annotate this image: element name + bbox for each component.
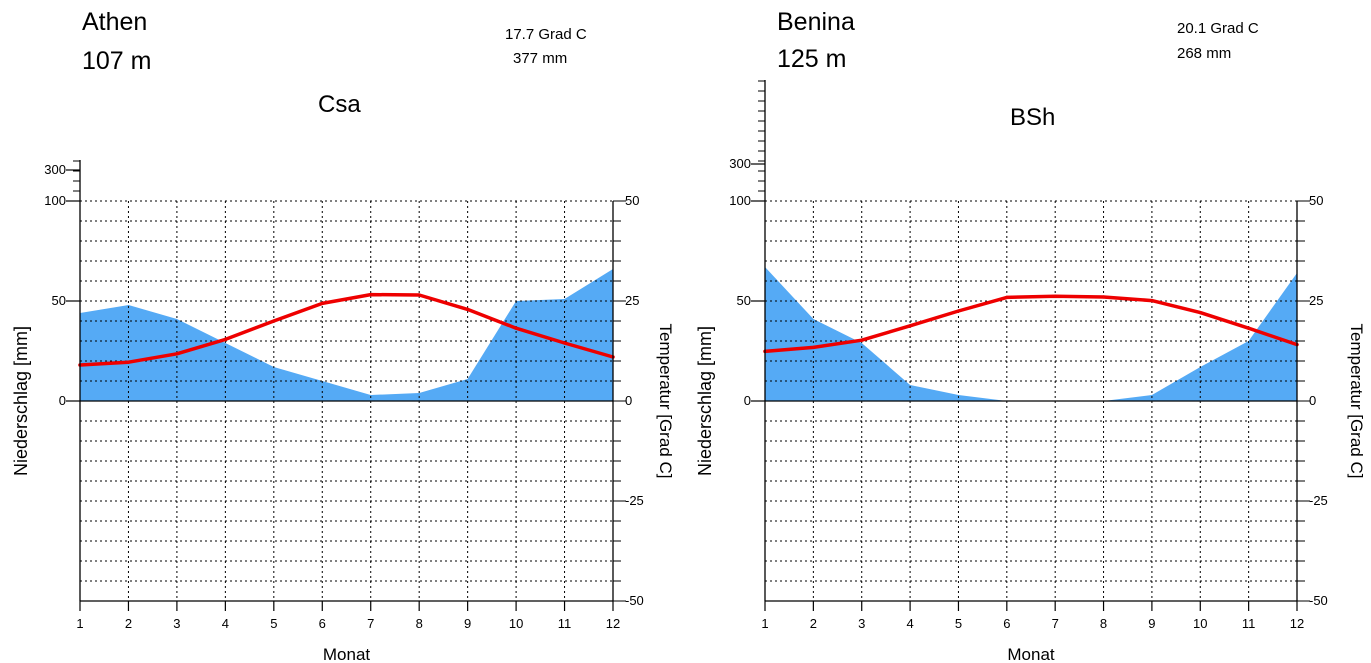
x-tick-label: 6 xyxy=(319,616,326,631)
x-tick-label: 8 xyxy=(416,616,423,631)
x-tick-label: 4 xyxy=(906,616,913,631)
x-tick-label: 5 xyxy=(270,616,277,631)
annual-precipitation: 268 mm xyxy=(1177,45,1232,62)
temperature-point-2 xyxy=(126,360,131,364)
right-tick-label: -25 xyxy=(625,493,644,508)
x-tick-label: 11 xyxy=(1242,616,1256,631)
left-tick-label: 0 xyxy=(59,393,66,408)
temperature-point-3 xyxy=(860,338,864,342)
right-tick-label: 50 xyxy=(625,193,639,208)
x-tick-label: 2 xyxy=(125,616,132,631)
left-tick-label: 300 xyxy=(44,162,66,177)
right-tick-label: -50 xyxy=(625,593,644,608)
x-tick-label: 3 xyxy=(173,616,180,631)
climate-class: BSh xyxy=(1010,104,1056,131)
right-tick-label: 25 xyxy=(625,293,639,308)
right-tick-label: -50 xyxy=(1309,593,1328,608)
x-tick-label: 10 xyxy=(1193,616,1207,631)
left-tick-label: 100 xyxy=(729,193,751,208)
temperature-point-11 xyxy=(1247,326,1251,330)
left-tick-label: 50 xyxy=(737,293,751,308)
right-tick-label: 0 xyxy=(1309,393,1316,408)
temperature-point-8 xyxy=(417,293,421,297)
temperature-line xyxy=(78,292,615,367)
temperature-point-9 xyxy=(1150,299,1154,303)
temperature-line xyxy=(763,294,1299,354)
x-tick-label: 12 xyxy=(1290,616,1304,631)
station-elevation: 107 m xyxy=(82,47,152,75)
x-tick-label: 1 xyxy=(761,616,768,631)
x-tick-label: 12 xyxy=(606,616,620,631)
x-tick-label: 7 xyxy=(367,616,374,631)
x-tick-label: 3 xyxy=(858,616,865,631)
x-tick-label: 5 xyxy=(955,616,962,631)
temperature-point-7 xyxy=(369,293,373,297)
temperature-point-5 xyxy=(956,309,961,313)
left-tick-label: 50 xyxy=(52,293,66,308)
left-tick-label: 0 xyxy=(744,393,751,408)
station-elevation: 125 m xyxy=(777,45,847,73)
x-tick-label: 4 xyxy=(222,616,229,631)
right-tick-label: 0 xyxy=(625,393,632,408)
x-axis-label: Monat xyxy=(323,645,371,663)
temperature-point-7 xyxy=(1053,294,1057,298)
left-tick-label: 100 xyxy=(44,193,66,208)
x-tick-label: 7 xyxy=(1052,616,1059,631)
climate-chart-benina: 0 50 100 300 50 25 0 -25 -50 1 2 3 4 5 6 7 8 9 10 11 12 Monat… xyxy=(685,0,1371,663)
temperature-point-4 xyxy=(223,337,227,341)
temperature-point-6 xyxy=(1005,295,1009,299)
temperature-point-4 xyxy=(908,324,912,328)
precipitation-area xyxy=(80,269,613,401)
temperature-point-10 xyxy=(1198,311,1202,315)
x-tick-label: 2 xyxy=(810,616,817,631)
temperature-point-3 xyxy=(175,352,179,356)
station-name: Benina xyxy=(777,8,855,36)
mean-temperature: 17.7 Grad C xyxy=(505,26,587,43)
x-axis-label: Monat xyxy=(1007,645,1055,663)
right-tick-label: 50 xyxy=(1309,193,1323,208)
station-name: Athen xyxy=(82,8,148,36)
y-axis-label-right: Temperatur [Grad C] xyxy=(656,324,675,479)
right-tick-label: -25 xyxy=(1309,493,1328,508)
left-tick-label: 300 xyxy=(729,156,751,171)
x-tick-label: 6 xyxy=(1003,616,1010,631)
temperature-point-10 xyxy=(514,326,518,330)
temperature-point-5 xyxy=(272,319,276,323)
y-axis-label-right: Temperatur [Grad C] xyxy=(1347,324,1366,479)
climate-chart-athen: 0 50 100 300 50 25 0 -25 -50 1 2 3 4 5 6 7 8 9 10 11 12 Monat… xyxy=(11,8,675,663)
temperature-point-6 xyxy=(320,301,324,305)
temperature-point-2 xyxy=(811,345,815,349)
x-tick-label: 9 xyxy=(1148,616,1155,631)
mean-temperature: 20.1 Grad C xyxy=(1177,20,1259,37)
x-tick-label: 8 xyxy=(1100,616,1107,631)
temperature-point-8 xyxy=(1101,295,1106,299)
climate-class: Csa xyxy=(318,91,361,118)
right-tick-label: 25 xyxy=(1309,293,1323,308)
y-axis-label-left: Niederschlag [mm] xyxy=(695,326,715,476)
x-tick-label: 11 xyxy=(558,616,572,631)
y-axis-label-left: Niederschlag [mm] xyxy=(11,326,31,476)
temperature-point-11 xyxy=(562,341,567,345)
temperature-point-9 xyxy=(466,307,470,311)
x-tick-label: 1 xyxy=(76,616,83,631)
precipitation-area xyxy=(765,267,1297,401)
x-tick-label: 10 xyxy=(509,616,523,631)
annual-precipitation: 377 mm xyxy=(513,50,568,67)
x-tick-label: 9 xyxy=(464,616,471,631)
